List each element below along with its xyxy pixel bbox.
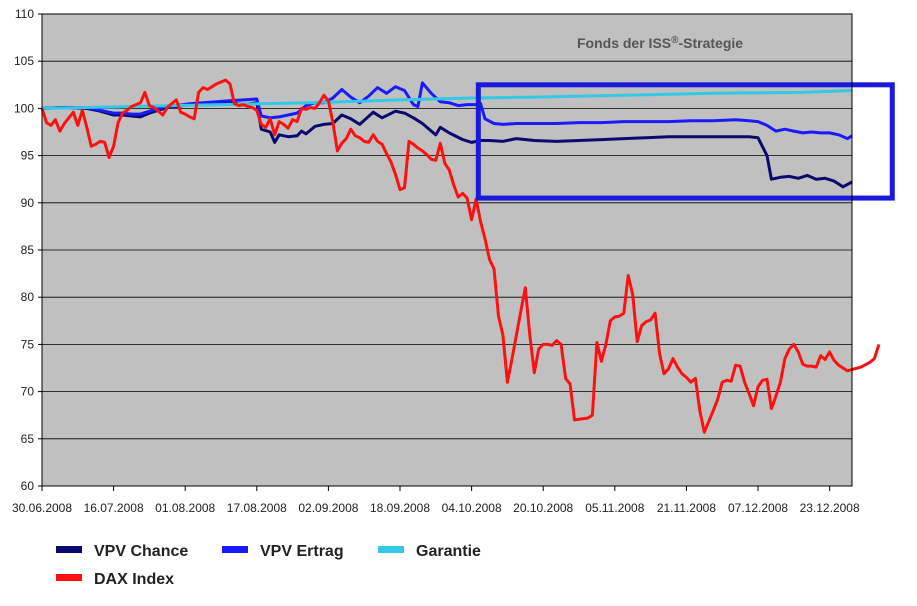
y-tick-label: 75: [21, 337, 35, 351]
x-tick-label: 04.10.2008: [442, 501, 502, 515]
series-line-garantie: [41, 89, 853, 110]
y-tick-label: 60: [21, 479, 35, 493]
x-tick-label: 21.11.2008: [657, 501, 716, 515]
legend-label: DAX Index: [94, 571, 174, 588]
x-tick-label: 20.10.2008: [513, 501, 573, 515]
y-tick-label: 110: [15, 7, 34, 21]
chart-title-sup: ®: [671, 35, 679, 46]
x-tick-label: 02.09.2008: [298, 501, 358, 515]
y-tick-label: 65: [21, 432, 35, 446]
y-tick-label: 105: [14, 54, 34, 68]
x-tick-label: 07.12.2008: [728, 501, 788, 515]
x-axis-ticks: 30.06.2008 16.07.2008 01.08.2008 17.08.2008…: [12, 486, 860, 515]
y-tick-label: 80: [21, 290, 35, 304]
highlight-box: [475, 82, 895, 201]
legend-swatch: [56, 574, 82, 581]
x-tick-label: 17.08.2008: [227, 501, 287, 515]
legend-label: Garantie: [416, 543, 481, 560]
x-tick-label: 16.07.2008: [84, 501, 144, 515]
y-tick-label: 100: [14, 101, 34, 115]
legend-swatch: [222, 546, 248, 553]
legend: VPV Chance VPV Ertrag Garantie DAX Index: [56, 543, 481, 588]
x-tick-label: 23.12.2008: [800, 501, 860, 515]
y-axis-ticks: 60 65 70 75 80 85 90 95 100 105 110: [14, 7, 42, 493]
legend-swatch: [378, 546, 404, 553]
y-tick-label: 95: [21, 149, 35, 163]
y-tick-label: 90: [21, 196, 35, 210]
legend-label: VPV Ertrag: [260, 543, 344, 560]
legend-swatch: [56, 546, 82, 553]
series-lines: [40, 78, 881, 434]
x-tick-label: 30.06.2008: [12, 501, 72, 515]
chart-title-main: Fonds der ISS: [577, 35, 671, 51]
plot-frame: [41, 13, 853, 487]
chart-title-rest: -Strategie: [679, 35, 744, 51]
y-tick-label: 85: [21, 243, 35, 257]
x-tick-label: 01.08.2008: [155, 501, 215, 515]
chart-title: Fonds der ISS®-Strategie: [577, 35, 743, 52]
x-tick-label: 05.11.2008: [585, 501, 644, 515]
y-tick-label: 70: [21, 385, 35, 399]
legend-label: VPV Chance: [94, 543, 188, 560]
x-tick-label: 18.09.2008: [370, 501, 430, 515]
series-line-dax-index: [40, 78, 881, 434]
